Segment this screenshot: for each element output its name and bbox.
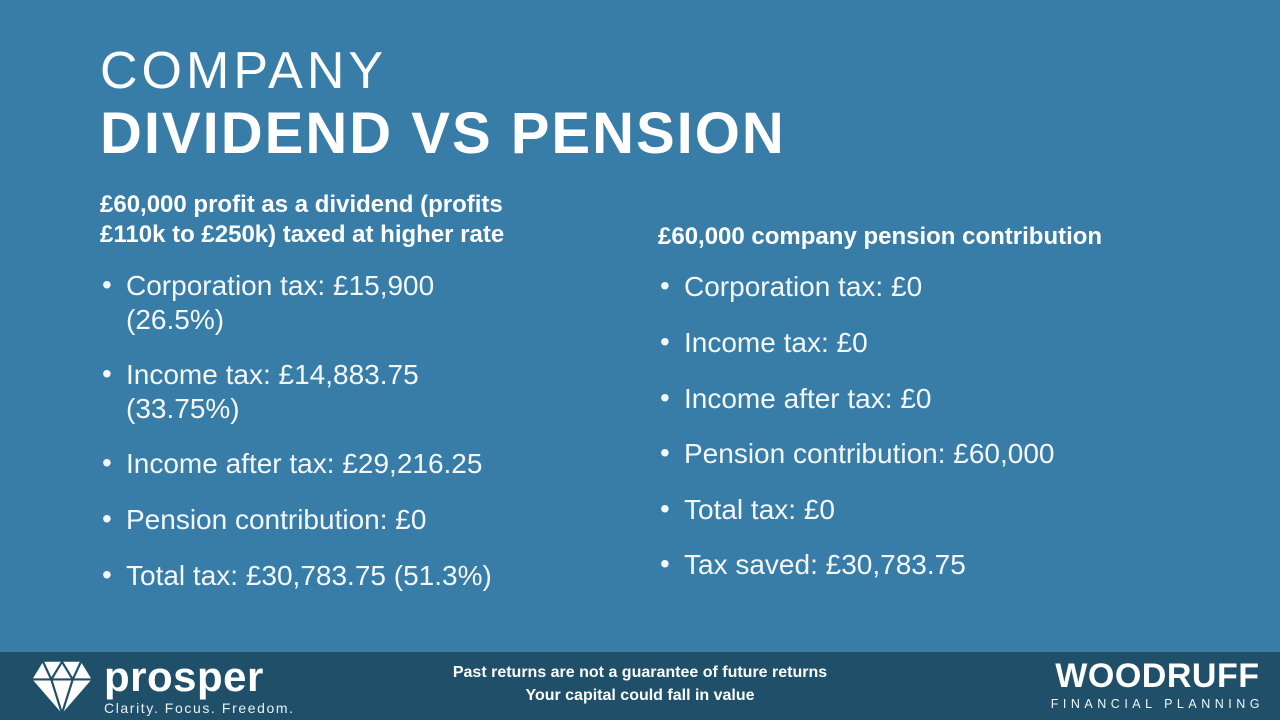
slide-title: COMPANY DIVIDEND VS PENSION — [100, 44, 786, 163]
diamond-icon — [32, 660, 92, 714]
footer-bar: prosper Clarity. Focus. Freedom. Past re… — [0, 652, 1280, 720]
title-line-1: COMPANY — [100, 42, 388, 100]
woodruff-name: WOODRUFF — [1055, 657, 1260, 695]
list-item: Income after tax: £29,216.25 — [100, 446, 625, 481]
prosper-logo: prosper Clarity. Focus. Freedom. — [30, 653, 295, 716]
disclaimer-line-2: Your capital could fall in value — [525, 687, 755, 705]
list-item: Income tax: £0 — [658, 325, 1203, 360]
list-item: Total tax: £30,783.75 (51.3%) — [100, 558, 625, 593]
title-line-2: DIVIDEND VS PENSION — [100, 100, 786, 166]
prosper-text-block: prosper Clarity. Focus. Freedom. — [104, 653, 295, 716]
list-item: Corporation tax: £15,900 (26.5%) — [100, 268, 625, 336]
list-item: Tax saved: £30,783.75 — [658, 547, 1203, 582]
prosper-tagline: Clarity. Focus. Freedom. — [104, 699, 295, 716]
list-item: Total tax: £0 — [658, 492, 1203, 527]
dividend-bullet-list: Corporation tax: £15,900 (26.5%) Income … — [100, 268, 625, 593]
list-item: Corporation tax: £0 — [658, 269, 1203, 304]
woodruff-logo: WOODRUFF FINANCIAL PLANNING — [1051, 659, 1264, 711]
list-item: Pension contribution: £60,000 — [658, 436, 1203, 471]
dividend-column: £60,000 profit as a dividend (profits £1… — [100, 190, 625, 614]
list-item: Pension contribution: £0 — [100, 502, 625, 537]
pension-column-heading: £60,000 company pension contribution — [658, 223, 1103, 250]
disclaimer: Past returns are not a guarantee of futu… — [340, 661, 940, 707]
dividend-column-heading: £60,000 profit as a dividend (profits £1… — [100, 191, 505, 249]
prosper-wordmark: prosper — [104, 653, 264, 700]
pension-column: £60,000 company pension contribution Cor… — [658, 222, 1203, 604]
disclaimer-line-1: Past returns are not a guarantee of futu… — [452, 664, 828, 681]
pension-bullet-list: Corporation tax: £0 Income tax: £0 Incom… — [658, 269, 1203, 582]
list-item: Income tax: £14,883.75 (33.75%) — [100, 357, 625, 425]
list-item: Income after tax: £0 — [658, 381, 1203, 416]
woodruff-subtitle: FINANCIAL PLANNING — [1050, 697, 1264, 711]
